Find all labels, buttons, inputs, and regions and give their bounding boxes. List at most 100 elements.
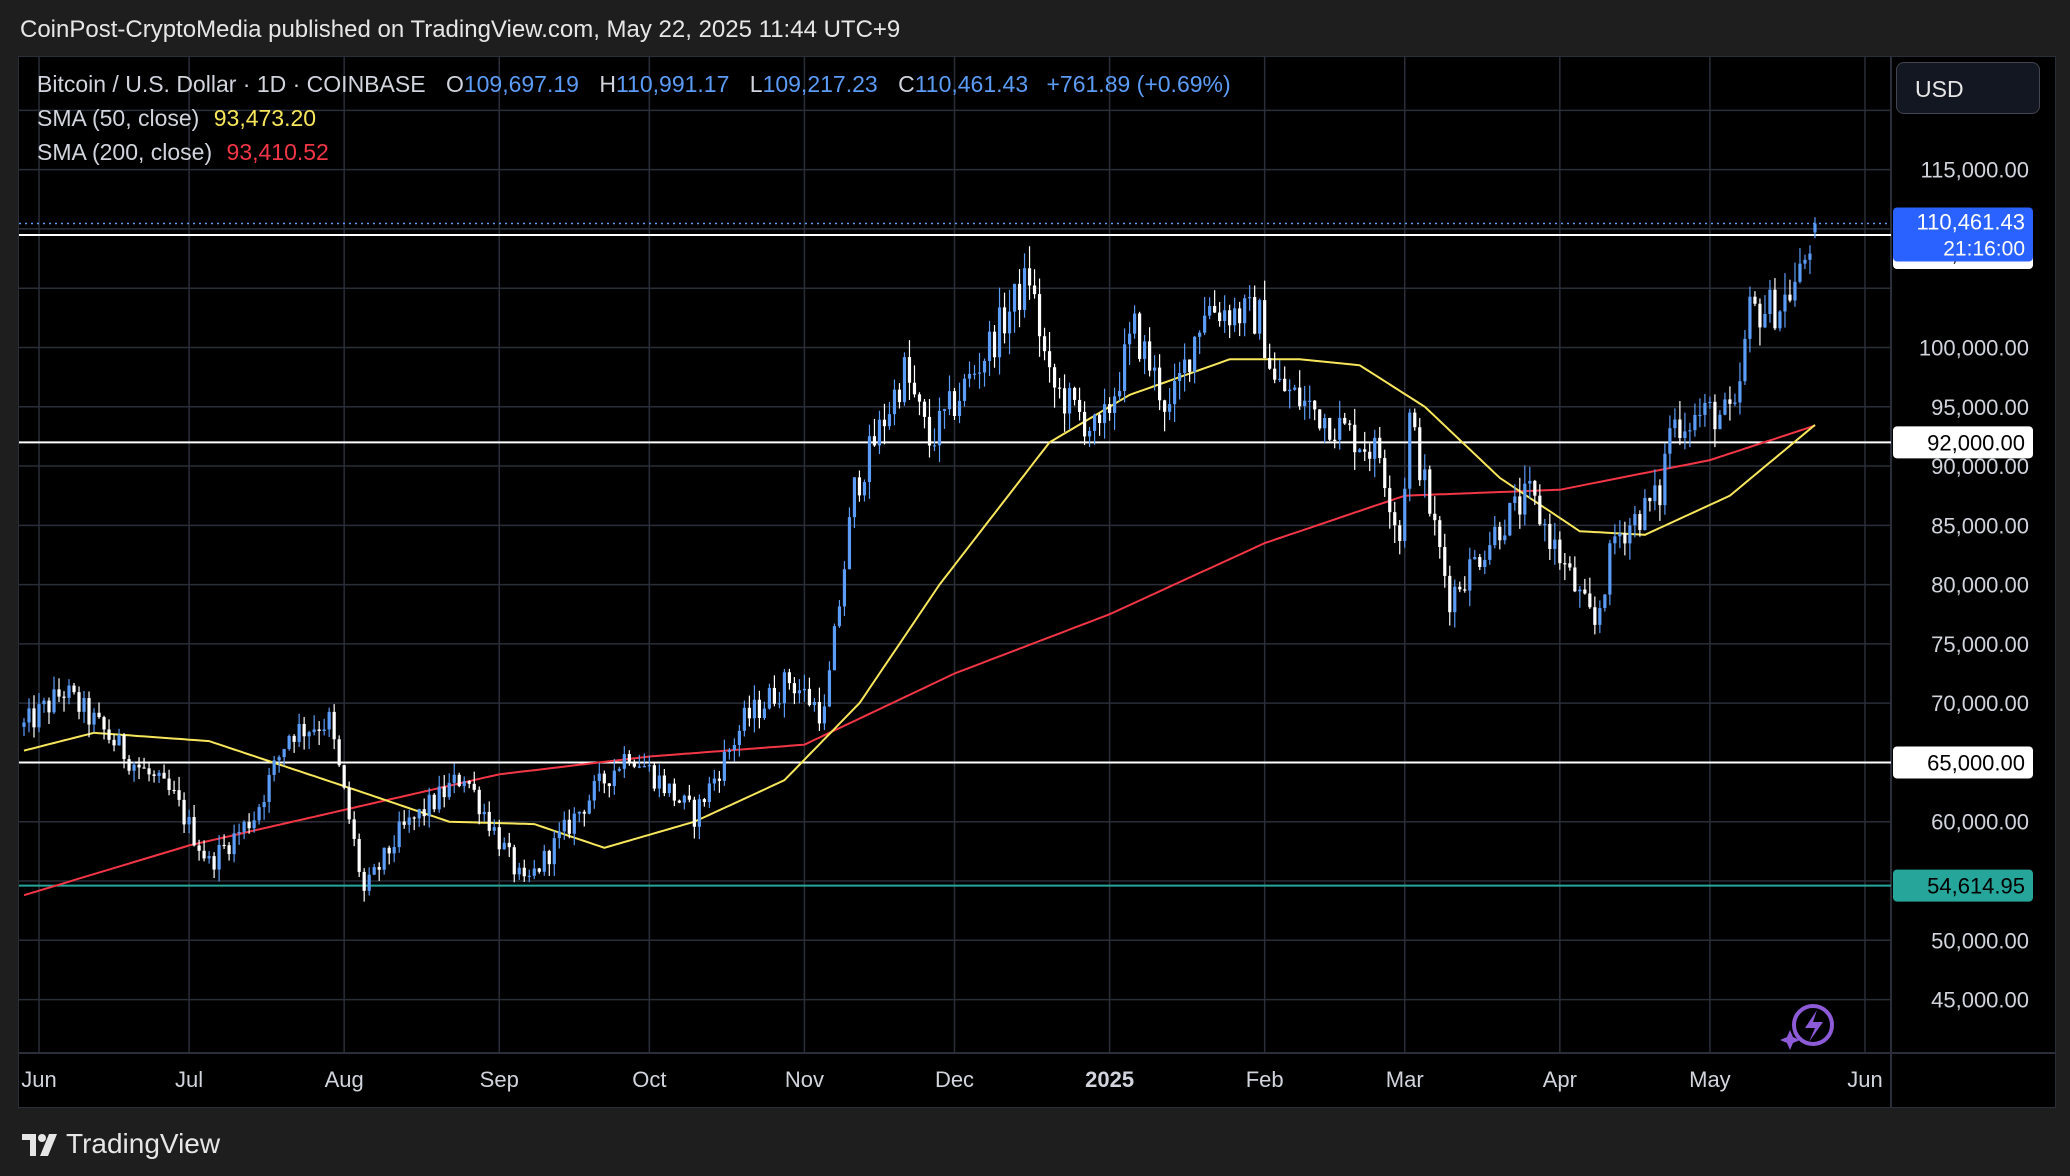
candle-body	[92, 712, 96, 725]
low-label: L	[749, 71, 763, 97]
candle-body	[1508, 502, 1512, 536]
bolt-icon[interactable]	[1780, 1004, 1834, 1050]
candle-body	[502, 842, 506, 850]
candle-body	[842, 569, 847, 607]
candle-body	[1268, 358, 1272, 369]
axis-labels: Jun Jul Aug Sep Oct Nov Dec 2025 Feb Mar Apr May Jun…	[21, 158, 2033, 1092]
candle-body	[132, 764, 136, 771]
candle-body	[1768, 289, 1772, 314]
candle-body	[787, 672, 792, 684]
candle-body	[1007, 311, 1012, 334]
candle-body	[412, 817, 416, 819]
candle-body	[1653, 485, 1657, 502]
candle-body	[707, 783, 711, 802]
candle-body	[902, 357, 907, 403]
x-tick-label: Dec	[935, 1067, 974, 1092]
candle-body	[107, 729, 111, 740]
candle-body	[172, 789, 176, 792]
close-label: C	[898, 71, 915, 97]
candle-body	[1042, 336, 1047, 352]
candle-body	[677, 800, 681, 803]
candle-body	[407, 817, 411, 825]
candle-body	[1388, 488, 1392, 513]
candle-body	[612, 770, 616, 787]
candle-body	[1027, 268, 1032, 286]
publisher-text: CoinPost-CryptoMedia published on Tradin…	[20, 16, 901, 43]
candle-body	[777, 703, 782, 705]
candle-body	[372, 867, 376, 875]
candle-body	[437, 786, 441, 810]
footer-brand: TradingView	[66, 1128, 221, 1159]
support-levels	[19, 222, 1891, 887]
level-label-bg	[1893, 426, 2033, 459]
candle-body	[1463, 589, 1467, 591]
candle-body	[1458, 586, 1462, 590]
candle-body	[597, 773, 601, 782]
grid	[19, 57, 2055, 1107]
candle-body	[1343, 417, 1347, 424]
candle-body	[1032, 285, 1037, 295]
candle-body	[282, 748, 286, 758]
candle-body	[57, 689, 61, 697]
y-tick-label: 100,000.00	[1919, 335, 2029, 360]
candle-body	[1082, 411, 1087, 437]
candle-body	[627, 754, 631, 763]
candle-body	[1668, 428, 1672, 454]
candle-body	[1658, 485, 1662, 506]
sma200-value: 93,410.52	[226, 139, 329, 165]
candle-body	[237, 831, 241, 834]
candle-body	[122, 734, 126, 760]
candle-body	[617, 768, 621, 771]
candle-body	[817, 701, 822, 724]
candle-body	[827, 670, 832, 707]
candle-body	[1188, 359, 1192, 372]
candle-body	[1503, 535, 1507, 541]
candle-body	[657, 775, 661, 789]
candle-body	[752, 699, 756, 719]
candle-body	[682, 795, 686, 803]
candle-body	[987, 331, 992, 362]
candle-body	[1693, 414, 1697, 431]
candle-body	[917, 394, 922, 402]
candle-body	[1773, 289, 1777, 329]
candle-body	[1513, 496, 1517, 503]
candle-body	[957, 400, 962, 417]
candle-body	[602, 773, 606, 784]
candle-body	[552, 838, 556, 865]
candle-body	[557, 831, 561, 839]
candle-body	[712, 778, 716, 784]
candle-body	[1748, 296, 1752, 339]
y-tick-label: 45,000.00	[1931, 988, 2029, 1013]
candle-body	[567, 819, 571, 834]
candle-body	[1468, 559, 1472, 591]
candle-countdown-label: 21:16:00	[1943, 237, 2025, 260]
x-tick-label: Aug	[325, 1067, 364, 1092]
candle-body	[302, 723, 306, 737]
chart-area[interactable]: Jun Jul Aug Sep Oct Nov Dec 2025 Feb Mar Apr May Jun…	[18, 56, 2056, 1108]
candle-body	[1423, 469, 1427, 481]
sma200-line	[23, 424, 1816, 897]
candle-body	[1127, 333, 1132, 345]
currency-selector[interactable]: USD	[1896, 62, 2040, 114]
current-price-label: 110,461.43	[1917, 209, 2025, 234]
tradingview-logo-icon	[22, 1134, 57, 1156]
candle-body	[1438, 520, 1442, 548]
candle-body	[1413, 412, 1417, 428]
candle-body	[292, 735, 296, 742]
candle-body	[1473, 557, 1477, 560]
candle-body	[472, 783, 476, 790]
candle-body	[762, 708, 766, 718]
candle-body	[737, 730, 741, 746]
candle-body	[927, 416, 932, 446]
candle-body	[1313, 400, 1317, 410]
candle-body	[1738, 381, 1742, 403]
candle-body	[1077, 399, 1082, 412]
candle-body	[447, 782, 451, 798]
price-chart[interactable]: Jun Jul Aug Sep Oct Nov Dec 2025 Feb Mar Apr May Jun…	[19, 57, 2055, 1107]
candle-body	[1303, 400, 1307, 407]
candle-body	[1248, 297, 1252, 299]
candle-body	[717, 778, 721, 781]
candle-body	[587, 800, 591, 814]
candle-body	[1323, 417, 1327, 429]
candle-body	[692, 799, 696, 827]
